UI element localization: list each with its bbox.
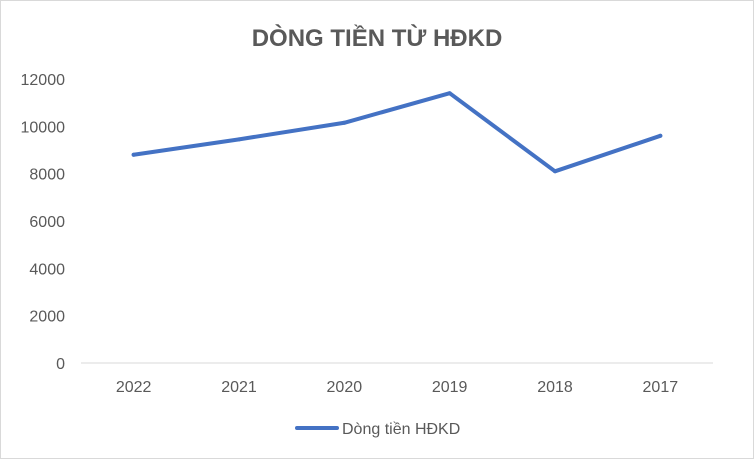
- y-tick-label: 12000: [21, 72, 66, 89]
- x-tick-label: 2019: [432, 379, 468, 396]
- y-tick-label: 10000: [21, 119, 66, 136]
- y-tick-label: 2000: [29, 309, 65, 326]
- x-tick-label: 2018: [537, 379, 573, 396]
- x-tick-label: 2017: [643, 379, 679, 396]
- data-point: [342, 120, 347, 125]
- series-layer: [131, 91, 663, 174]
- y-tick-label: 0: [56, 356, 65, 373]
- data-point: [237, 137, 241, 142]
- y-tick-label: 6000: [29, 214, 65, 231]
- y-axis-ticks: 0 2000 4000 6000 8000 10000 12000: [21, 72, 66, 373]
- y-tick-label: 8000: [29, 167, 65, 184]
- x-tick-label: 2021: [221, 379, 257, 396]
- chart-title: DÒNG TIỀN TỪ HĐKD: [252, 24, 503, 52]
- data-point: [553, 169, 557, 174]
- series-line: [131, 91, 663, 174]
- legend: Dòng tiền HĐKD: [295, 421, 460, 438]
- x-tick-label: 2020: [327, 379, 363, 396]
- x-tick-label: 2022: [116, 379, 152, 396]
- data-point: [658, 133, 663, 138]
- x-axis-ticks: 2022 2021 2020 2019 2018 2017: [116, 379, 678, 396]
- y-tick-label: 4000: [29, 261, 65, 278]
- data-point: [447, 91, 452, 96]
- data-point: [131, 152, 136, 157]
- legend-label: Dòng tiền HĐKD: [342, 421, 460, 438]
